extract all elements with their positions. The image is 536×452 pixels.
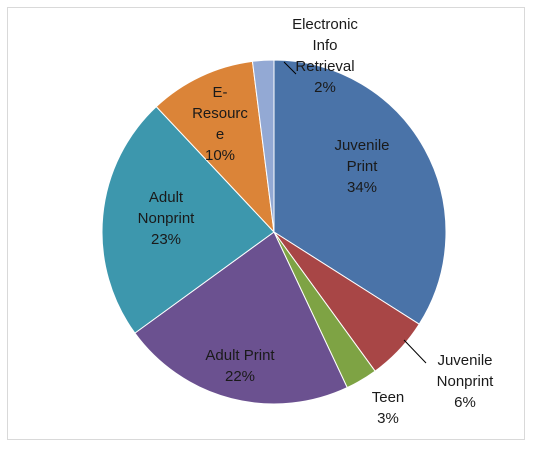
slice-name-line-5: e bbox=[216, 126, 224, 143]
slice-name-line-0: Print bbox=[347, 158, 379, 175]
slice-name-line-4: Nonprint bbox=[138, 210, 196, 227]
slice-label-3: Adult Print 22% bbox=[205, 347, 275, 385]
slice-name-line-0: Juvenile bbox=[334, 137, 389, 154]
pie-slice-6 bbox=[251, 59, 275, 233]
slice-value-5: 10% bbox=[205, 147, 235, 164]
pie-slice-0 bbox=[273, 59, 447, 325]
slice-name-line-1: Nonprint bbox=[437, 373, 495, 390]
slice-value-4: 23% bbox=[151, 231, 181, 248]
slice-name-line-5: Resourc bbox=[192, 105, 248, 122]
slice-label-6: Electronic Info Retrieval 2% bbox=[292, 16, 358, 96]
slice-name-line-5: E- bbox=[213, 84, 228, 101]
slice-name-line-2: Teen bbox=[372, 389, 405, 406]
pie-slice-5 bbox=[155, 60, 275, 234]
slice-label-4: Adult Nonprint 23% bbox=[138, 189, 196, 248]
slice-label-5: E- Resourc e 10% bbox=[192, 84, 248, 164]
pie-slice-4 bbox=[101, 105, 275, 334]
slice-name-line-3: Adult Print bbox=[205, 347, 275, 364]
slice-label-0: Juvenile Print 34% bbox=[334, 137, 389, 196]
slice-value-0: 34% bbox=[347, 179, 377, 196]
slice-value-6: 2% bbox=[314, 79, 336, 96]
slice-name-line-1: Juvenile bbox=[437, 352, 492, 369]
pie-slice-3 bbox=[134, 231, 348, 405]
leader-line-1 bbox=[403, 339, 427, 364]
slice-value-1: 6% bbox=[454, 394, 476, 411]
slice-label-2: Teen 3% bbox=[372, 389, 405, 427]
slice-name-line-6: Electronic bbox=[292, 16, 358, 33]
slice-label-1: Juvenile Nonprint 6% bbox=[437, 352, 495, 411]
leader-line-6 bbox=[283, 61, 297, 75]
slice-value-2: 3% bbox=[377, 410, 399, 427]
slice-name-line-4: Adult bbox=[149, 189, 184, 206]
slice-name-line-6: Info bbox=[312, 37, 337, 54]
slice-value-3: 22% bbox=[225, 368, 255, 385]
slice-name-line-6: Retrieval bbox=[295, 58, 354, 75]
